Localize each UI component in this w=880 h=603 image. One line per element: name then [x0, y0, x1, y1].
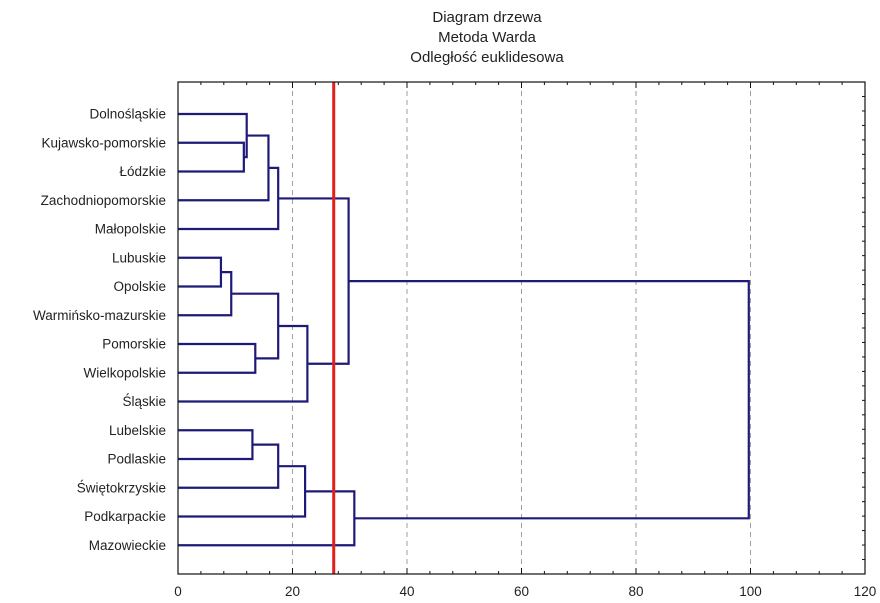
grid-lines	[292, 82, 751, 574]
x-tick-label: 100	[739, 584, 762, 599]
title-line-3: Odległość euklidesowa	[410, 49, 564, 66]
leaf-labels: Dolnośląskie Kujawsko-pomorskie Łódzkie Zac…	[33, 107, 166, 553]
x-axis: 0 20 40 60 80 100 120	[174, 81, 877, 599]
x-tick-label: 40	[399, 584, 414, 599]
leaf-label: Kujawsko-pomorskie	[41, 135, 166, 150]
dendrogram-link-m11	[178, 429, 254, 461]
leaf-label: Lubelskie	[109, 423, 166, 438]
dendrogram-link-m12	[178, 443, 280, 489]
leaf-label: Podkarpackie	[84, 509, 166, 524]
title-line-2: Metoda Warda	[438, 29, 536, 46]
x-tick-label: 20	[285, 584, 300, 599]
leaf-label: Pomorskie	[102, 337, 166, 352]
x-tick-label: 120	[854, 584, 877, 599]
dendrogram-link-m7	[178, 342, 257, 374]
dendrogram-link-m10	[278, 197, 350, 365]
plot-frame	[177, 81, 866, 575]
leaf-label: Świętokrzyskie	[77, 480, 166, 495]
leaf-label: Opolskie	[113, 279, 166, 294]
x-tick-label: 0	[174, 584, 182, 599]
leaf-label: Lubuskie	[112, 250, 166, 265]
leaf-label: Warmińsko-mazurskie	[33, 308, 166, 323]
leaf-label: Śląskie	[122, 394, 166, 409]
leaf-label: Łódzkie	[119, 164, 166, 179]
dendrogram-link-m2	[178, 112, 248, 159]
dendrogram-link-m13	[178, 465, 307, 518]
leaf-label: Mazowieckie	[89, 538, 166, 553]
dendrogram-link-m14	[178, 490, 356, 547]
chart-title: Diagram drzewa Metoda Warda Odległość eu…	[410, 9, 564, 66]
dendrogram-link-m3	[178, 134, 270, 202]
leaf-label: Dolnośląskie	[89, 107, 166, 122]
dendrogram-link-m15	[348, 280, 750, 520]
dendrogram-link-m5	[178, 256, 223, 288]
x-tick-label: 80	[628, 584, 643, 599]
dendrogram-links	[178, 112, 750, 547]
dendrogram-link-m6	[178, 271, 233, 317]
dendrogram-link-m9	[178, 324, 309, 403]
leaf-label: Wielkopolskie	[83, 365, 166, 380]
dendrogram-link-m1	[178, 141, 245, 173]
dendrogram-link-m4	[178, 166, 280, 231]
title-line-1: Diagram drzewa	[432, 9, 542, 26]
leaf-label: Małopolskie	[95, 222, 166, 237]
leaf-label: Podlaskie	[107, 452, 166, 467]
leaf-label: Zachodniopomorskie	[41, 193, 166, 208]
x-tick-label: 60	[514, 584, 529, 599]
